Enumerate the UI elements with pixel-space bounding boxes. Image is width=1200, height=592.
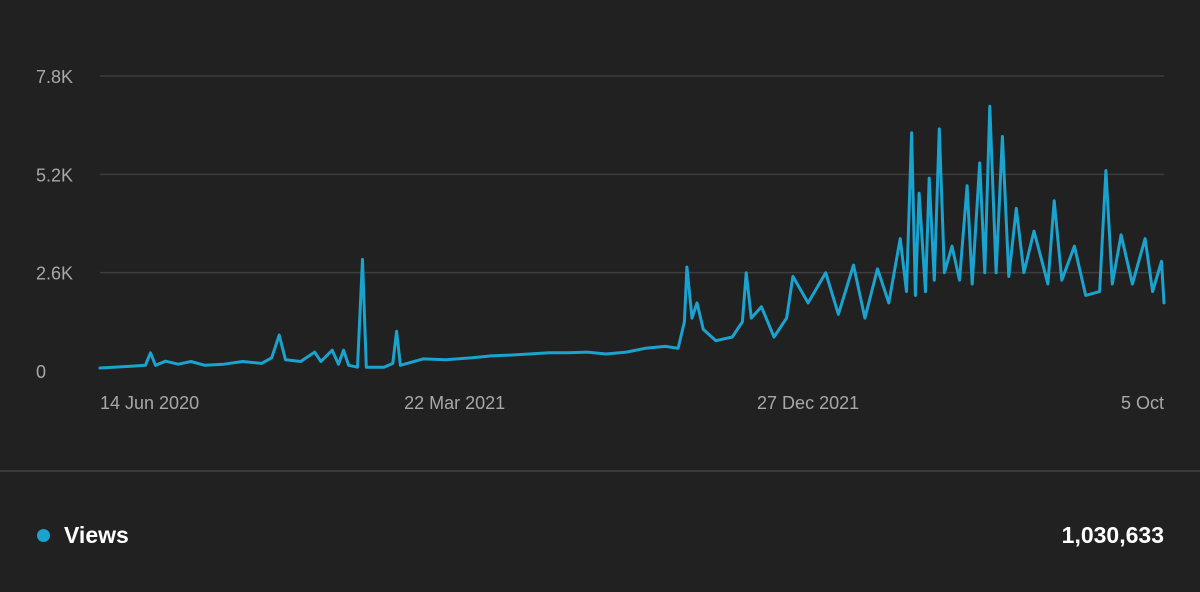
views-line-chart: 0 2.6K 5.2K 7.8K 14 Jun 2020 22 Mar 2021 27 D… bbox=[36, 67, 1166, 413]
series-line-views bbox=[98, 104, 1166, 370]
divider bbox=[0, 470, 1200, 472]
y-axis-ticks: 0 2.6K 5.2K 7.8K bbox=[36, 67, 73, 382]
x-tick-label: 14 Jun 2020 bbox=[100, 393, 199, 413]
views-total: 1,030,633 bbox=[1061, 522, 1164, 548]
y-tick-label: 7.8K bbox=[36, 67, 73, 87]
y-tick-label: 5.2K bbox=[36, 165, 73, 185]
x-tick-label: 22 Mar 2021 bbox=[404, 393, 505, 413]
series-layer bbox=[98, 104, 1166, 370]
x-axis-ticks: 14 Jun 2020 22 Mar 2021 27 Dec 2021 5 Oct bbox=[100, 393, 1164, 413]
legend-label-views: Views bbox=[64, 522, 129, 548]
legend: Views 1,030,633 bbox=[0, 472, 1200, 592]
legend-dot-views bbox=[37, 529, 50, 542]
x-tick-label: 27 Dec 2021 bbox=[757, 393, 859, 413]
chart-svg: 0 2.6K 5.2K 7.8K 14 Jun 2020 22 Mar 2021 27 D… bbox=[36, 67, 1166, 413]
y-tick-label: 0 bbox=[36, 362, 46, 382]
x-tick-label: 5 Oct bbox=[1121, 393, 1164, 413]
y-tick-label: 2.6K bbox=[36, 264, 73, 284]
